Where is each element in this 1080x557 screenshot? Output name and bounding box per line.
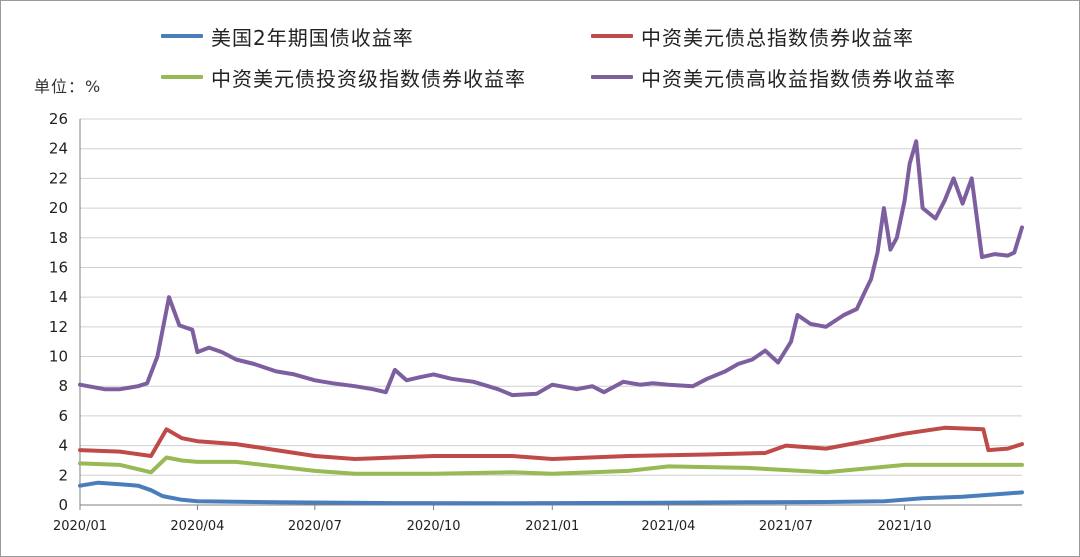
legend-swatch: [161, 75, 203, 79]
x-tick-label: 2021/07: [759, 519, 813, 534]
legend-swatch: [591, 75, 633, 79]
y-tick-label: 26: [49, 110, 68, 128]
x-tick-label: 2021/04: [641, 519, 695, 534]
legend-item-high-yield: 中资美元债高收益指数债券收益率: [591, 64, 956, 91]
legend-swatch: [161, 34, 203, 38]
series-line-3: [78, 139, 1024, 398]
legend-swatch: [591, 34, 633, 38]
y-tick-label: 4: [58, 437, 68, 455]
y-tick-label: 18: [49, 229, 68, 247]
y-tick-label: 20: [49, 199, 68, 217]
legend-label: 中资美元债总指数债券收益率: [641, 25, 914, 50]
legend-item-us-2y-treasury: 美国2年期国债收益率: [161, 23, 414, 50]
x-tick-label: 2021/01: [525, 519, 579, 534]
series-line-1: [78, 425, 1024, 461]
x-tick-label: 2020/01: [53, 519, 107, 534]
series-line-2: [78, 455, 1024, 476]
y-tick-label: 6: [58, 407, 68, 425]
x-tick-label: 2021/10: [878, 519, 932, 534]
y-tick-label: 16: [49, 258, 68, 276]
x-tick-label: 2020/07: [288, 519, 342, 534]
series-line-0: [78, 480, 1024, 506]
legend-label: 中资美元债高收益指数债券收益率: [641, 66, 956, 91]
legend-item-total-index: 中资美元债总指数债券收益率: [591, 23, 914, 50]
y-tick-label: 2: [58, 466, 68, 484]
y-tick-label: 24: [49, 140, 68, 158]
x-tick-label: 2020/10: [407, 519, 461, 534]
y-tick-label: 22: [49, 169, 68, 187]
x-tick-label: 2020/04: [170, 519, 224, 534]
y-tick-label: 12: [49, 318, 68, 336]
unit-label: 单位：%: [34, 77, 102, 96]
legend-item-investment-grade: 中资美元债投资级指数债券收益率: [161, 64, 526, 91]
y-tick-label: 14: [49, 288, 68, 306]
legend-label: 中资美元债投资级指数债券收益率: [211, 66, 526, 91]
y-tick-label: 10: [49, 348, 68, 366]
y-tick-label: 0: [58, 496, 68, 514]
legend-label: 美国2年期国债收益率: [211, 25, 414, 50]
y-tick-label: 8: [58, 377, 68, 395]
